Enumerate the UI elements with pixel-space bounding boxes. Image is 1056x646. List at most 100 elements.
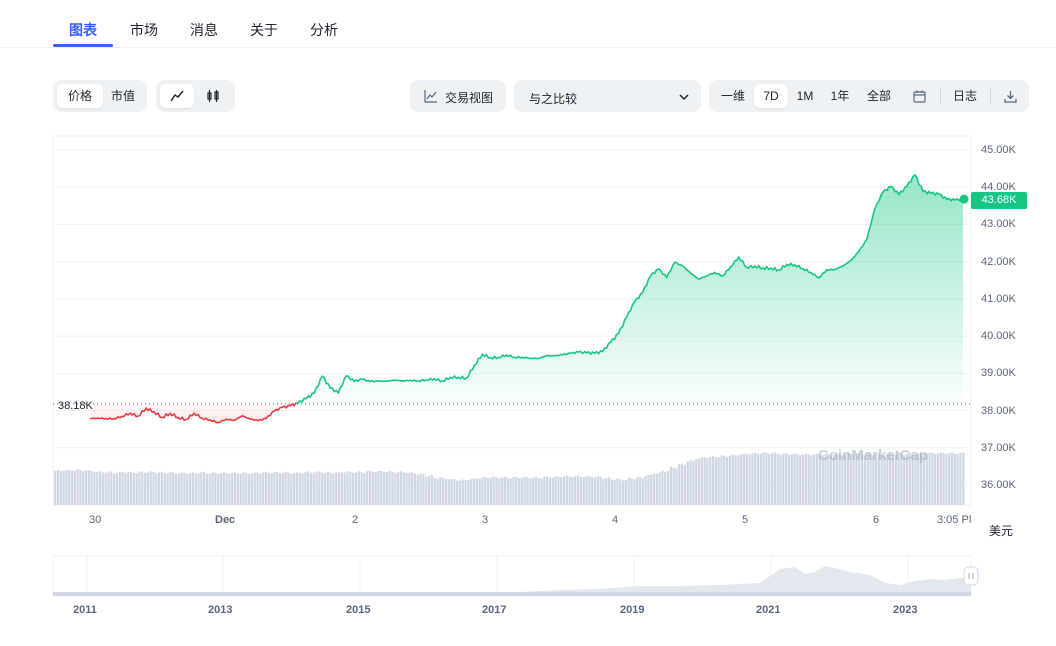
volume-bar (335, 472, 338, 505)
range-1d-button[interactable]: 一维 (720, 89, 745, 103)
volume-bar (250, 473, 254, 505)
range-1m-button[interactable]: 1M (796, 89, 814, 103)
volume-bar (793, 453, 796, 505)
volume-bar (796, 454, 799, 505)
volume-bar (765, 453, 768, 505)
range-1y-button[interactable]: 1年 (830, 89, 850, 103)
volume-bar (163, 472, 166, 505)
volume-bar (489, 477, 493, 505)
volume-bar (613, 479, 616, 505)
volume-bar (936, 453, 940, 505)
volume-bar (430, 475, 433, 505)
volume-bar (610, 479, 613, 505)
volume-bar (785, 453, 788, 505)
volume-bar (714, 457, 717, 505)
x-tick: 4 (612, 514, 619, 526)
volume-bar (633, 479, 636, 505)
log-scale-button[interactable]: 日志 (952, 89, 977, 103)
volume-bar (534, 476, 538, 505)
volume-bar (523, 476, 526, 505)
candlestick-button[interactable] (196, 84, 230, 108)
volume-bar (605, 477, 608, 505)
volume-bar (174, 473, 178, 505)
tab-chart[interactable]: 图表 (69, 22, 97, 38)
volume-bar (520, 477, 523, 505)
volume-bar (73, 470, 76, 505)
volume-bar (683, 464, 687, 505)
volume-bar (607, 477, 611, 505)
volume-bar (301, 473, 304, 505)
volume-bar (228, 473, 231, 505)
chart-type-toggle (156, 80, 235, 112)
price-line-down (89, 402, 297, 424)
below-start-area (90, 402, 297, 423)
volume-bar (382, 472, 386, 505)
nav-year: 2013 (208, 604, 233, 616)
compare-placeholder: 与之比较 (529, 92, 578, 106)
download-button[interactable] (997, 84, 1023, 108)
volume-bar (360, 471, 363, 505)
volume-bar (281, 472, 284, 505)
volume-bar (321, 472, 324, 505)
trading-view-button[interactable]: 交易视图 (410, 80, 506, 112)
volume-bar (515, 476, 518, 505)
volume-bar (506, 477, 509, 505)
range-all-button[interactable]: 全部 (866, 89, 891, 103)
volume-bar (453, 479, 456, 505)
volume-bar (638, 476, 642, 505)
volume-bar (630, 478, 633, 505)
line-chart-button[interactable] (160, 84, 194, 108)
volume-bar (127, 471, 130, 505)
tab-about[interactable]: 关于 (250, 22, 278, 38)
volume-bar (498, 478, 501, 505)
volume-bar (82, 471, 85, 505)
volume-bar (799, 455, 802, 505)
tab-analysis[interactable]: 分析 (310, 22, 338, 38)
volume-bar (751, 453, 754, 505)
coinmarketcap-watermark: CoinMarketCap (818, 447, 929, 464)
metric-price-button[interactable]: 价格 (57, 84, 103, 108)
volume-bar (273, 472, 276, 505)
volume-bar (756, 453, 760, 505)
volume-bar (574, 476, 577, 505)
volume-bar (621, 480, 625, 505)
volume-bar (408, 472, 411, 505)
volume-bar (591, 477, 594, 505)
volume-bar (141, 471, 144, 505)
volume-bar (197, 473, 200, 505)
y-tick: 41.00K (981, 292, 1016, 305)
volume-bar (231, 472, 234, 505)
range-7d-button[interactable]: 7D (754, 84, 788, 108)
nav-year: 2015 (346, 604, 371, 616)
volume-bar (807, 454, 810, 505)
calendar-button[interactable] (905, 84, 933, 108)
volume-bar (754, 452, 757, 505)
tab-markets[interactable]: 市场 (130, 22, 158, 38)
x-tick-current-time: 3:05 PM (937, 514, 971, 526)
volume-bar (531, 477, 535, 505)
tab-news[interactable]: 消息 (190, 22, 218, 38)
volume-bar (413, 473, 417, 505)
volume-bar (627, 477, 630, 505)
volume-bar (276, 471, 279, 505)
y-tick: 42.00K (981, 255, 1016, 268)
nav-year: 2021 (756, 604, 781, 616)
volume-bar (371, 471, 374, 505)
volume-bar (447, 479, 450, 505)
volume-bar (709, 456, 712, 505)
compare-select[interactable]: 与之比较 (514, 80, 701, 112)
volume-bar (278, 473, 282, 505)
volume-bar (79, 470, 82, 505)
y-tick: 45.00K (981, 144, 1016, 156)
volume-bar (124, 472, 127, 505)
volume-bar (546, 476, 549, 505)
volume-bar (233, 472, 237, 505)
line-chart-icon (170, 90, 184, 102)
volume-bar (658, 472, 661, 505)
nav-year: 2011 (73, 604, 97, 616)
volume-bar (582, 477, 585, 505)
volume-bar (481, 477, 484, 505)
metric-mcap-button[interactable]: 市值 (110, 89, 135, 103)
volume-bar (298, 472, 301, 505)
volume-bar (183, 472, 186, 505)
